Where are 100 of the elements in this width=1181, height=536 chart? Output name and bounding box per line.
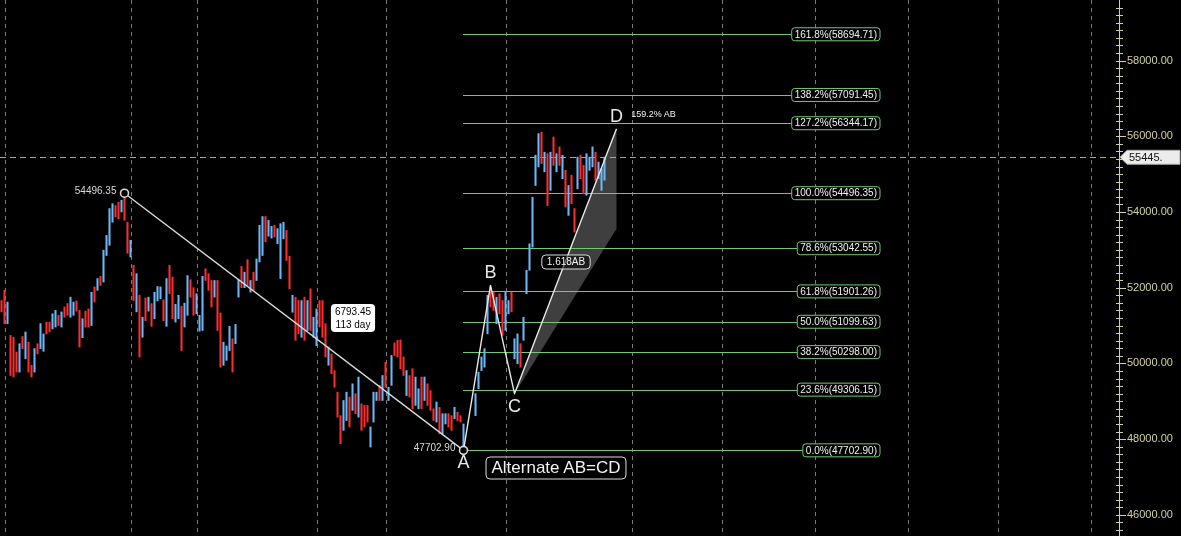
bar — [144, 297, 147, 321]
bar — [84, 310, 87, 328]
data-label: B — [484, 262, 497, 283]
bar — [438, 406, 441, 435]
bar — [366, 405, 369, 423]
bar — [24, 331, 27, 360]
annotation: 159.2% AB — [631, 108, 676, 119]
bar — [567, 185, 570, 216]
bar — [90, 291, 93, 326]
bar — [33, 348, 36, 373]
y-tick-label: 46000.00 — [1127, 507, 1173, 520]
bar — [459, 415, 462, 423]
bar — [240, 266, 243, 289]
annotation: Alternate AB=CD — [491, 458, 621, 478]
bar — [414, 376, 417, 406]
bar — [435, 401, 438, 423]
bar — [237, 279, 240, 298]
bar — [162, 299, 165, 321]
annotation: 6793.45 113 day — [334, 305, 372, 330]
bar — [423, 376, 426, 401]
bar — [474, 393, 477, 416]
bar — [126, 221, 129, 254]
bar — [213, 280, 216, 298]
data-label: C — [508, 395, 521, 416]
bar — [69, 296, 72, 318]
bar — [291, 294, 294, 313]
bar — [561, 154, 564, 179]
bar — [390, 355, 393, 386]
bar — [54, 310, 57, 328]
ref-line-label: 50.0%(51099.63) — [800, 316, 878, 328]
bar — [72, 301, 75, 316]
bar — [147, 296, 150, 312]
data-label: D — [610, 105, 623, 126]
bar — [36, 343, 39, 355]
ref-line-label: 127.2%(56344.17) — [794, 117, 878, 129]
bar — [60, 311, 63, 328]
bar — [231, 338, 234, 373]
bar — [63, 306, 66, 318]
bar — [453, 406, 456, 419]
bar — [264, 216, 267, 243]
bar — [81, 318, 84, 338]
bar — [279, 223, 282, 279]
bar — [66, 303, 69, 316]
bar — [585, 153, 588, 196]
ref-line-label: 138.2%(57091.45) — [794, 89, 878, 101]
ref-line-label: 0.0%(47702.90) — [805, 444, 877, 456]
bar — [315, 308, 318, 346]
data-label: 47702.90 — [413, 442, 456, 454]
bar — [243, 271, 246, 289]
bar — [558, 146, 561, 166]
bar — [222, 341, 225, 366]
bar — [165, 278, 168, 327]
y-tick-label: 52000.00 — [1127, 280, 1173, 293]
bar — [384, 361, 387, 388]
bar — [246, 259, 249, 286]
bar — [519, 343, 522, 368]
bar — [51, 313, 54, 330]
data-label: 54496.35 — [74, 184, 117, 196]
bar — [381, 375, 384, 401]
bar — [6, 301, 9, 324]
y-tick-label: 56000.00 — [1127, 129, 1173, 142]
data-label: A — [457, 452, 470, 473]
bar — [234, 324, 237, 345]
bar — [357, 376, 360, 418]
bar — [309, 288, 312, 331]
bar — [99, 276, 102, 286]
bar — [135, 273, 138, 313]
bar — [150, 303, 153, 327]
bar — [39, 323, 42, 349]
bar — [21, 336, 24, 349]
bar — [48, 321, 51, 333]
bar — [522, 316, 525, 341]
bar — [114, 205, 117, 218]
bar — [12, 336, 15, 378]
bar — [159, 286, 162, 299]
bar — [420, 376, 423, 410]
bar — [129, 240, 132, 258]
bar — [45, 321, 48, 335]
bar — [18, 343, 21, 373]
bar — [516, 333, 519, 365]
bar — [405, 370, 408, 396]
bar — [564, 170, 567, 208]
bar — [549, 151, 552, 191]
bar — [363, 405, 366, 428]
bar — [393, 342, 396, 356]
bar — [369, 426, 372, 448]
bar — [372, 391, 375, 423]
bar — [594, 151, 597, 181]
bar — [303, 296, 306, 341]
bar — [9, 335, 12, 376]
bar — [483, 348, 486, 368]
bar — [573, 208, 576, 233]
bar — [591, 146, 594, 168]
bar — [552, 136, 555, 166]
bar — [540, 131, 543, 164]
bar — [351, 383, 354, 411]
ref-line-label: 23.6%(49306.15) — [800, 383, 878, 395]
bar — [177, 294, 180, 320]
ref-line-label: 61.8%(51901.26) — [800, 285, 878, 297]
bar — [138, 294, 141, 358]
